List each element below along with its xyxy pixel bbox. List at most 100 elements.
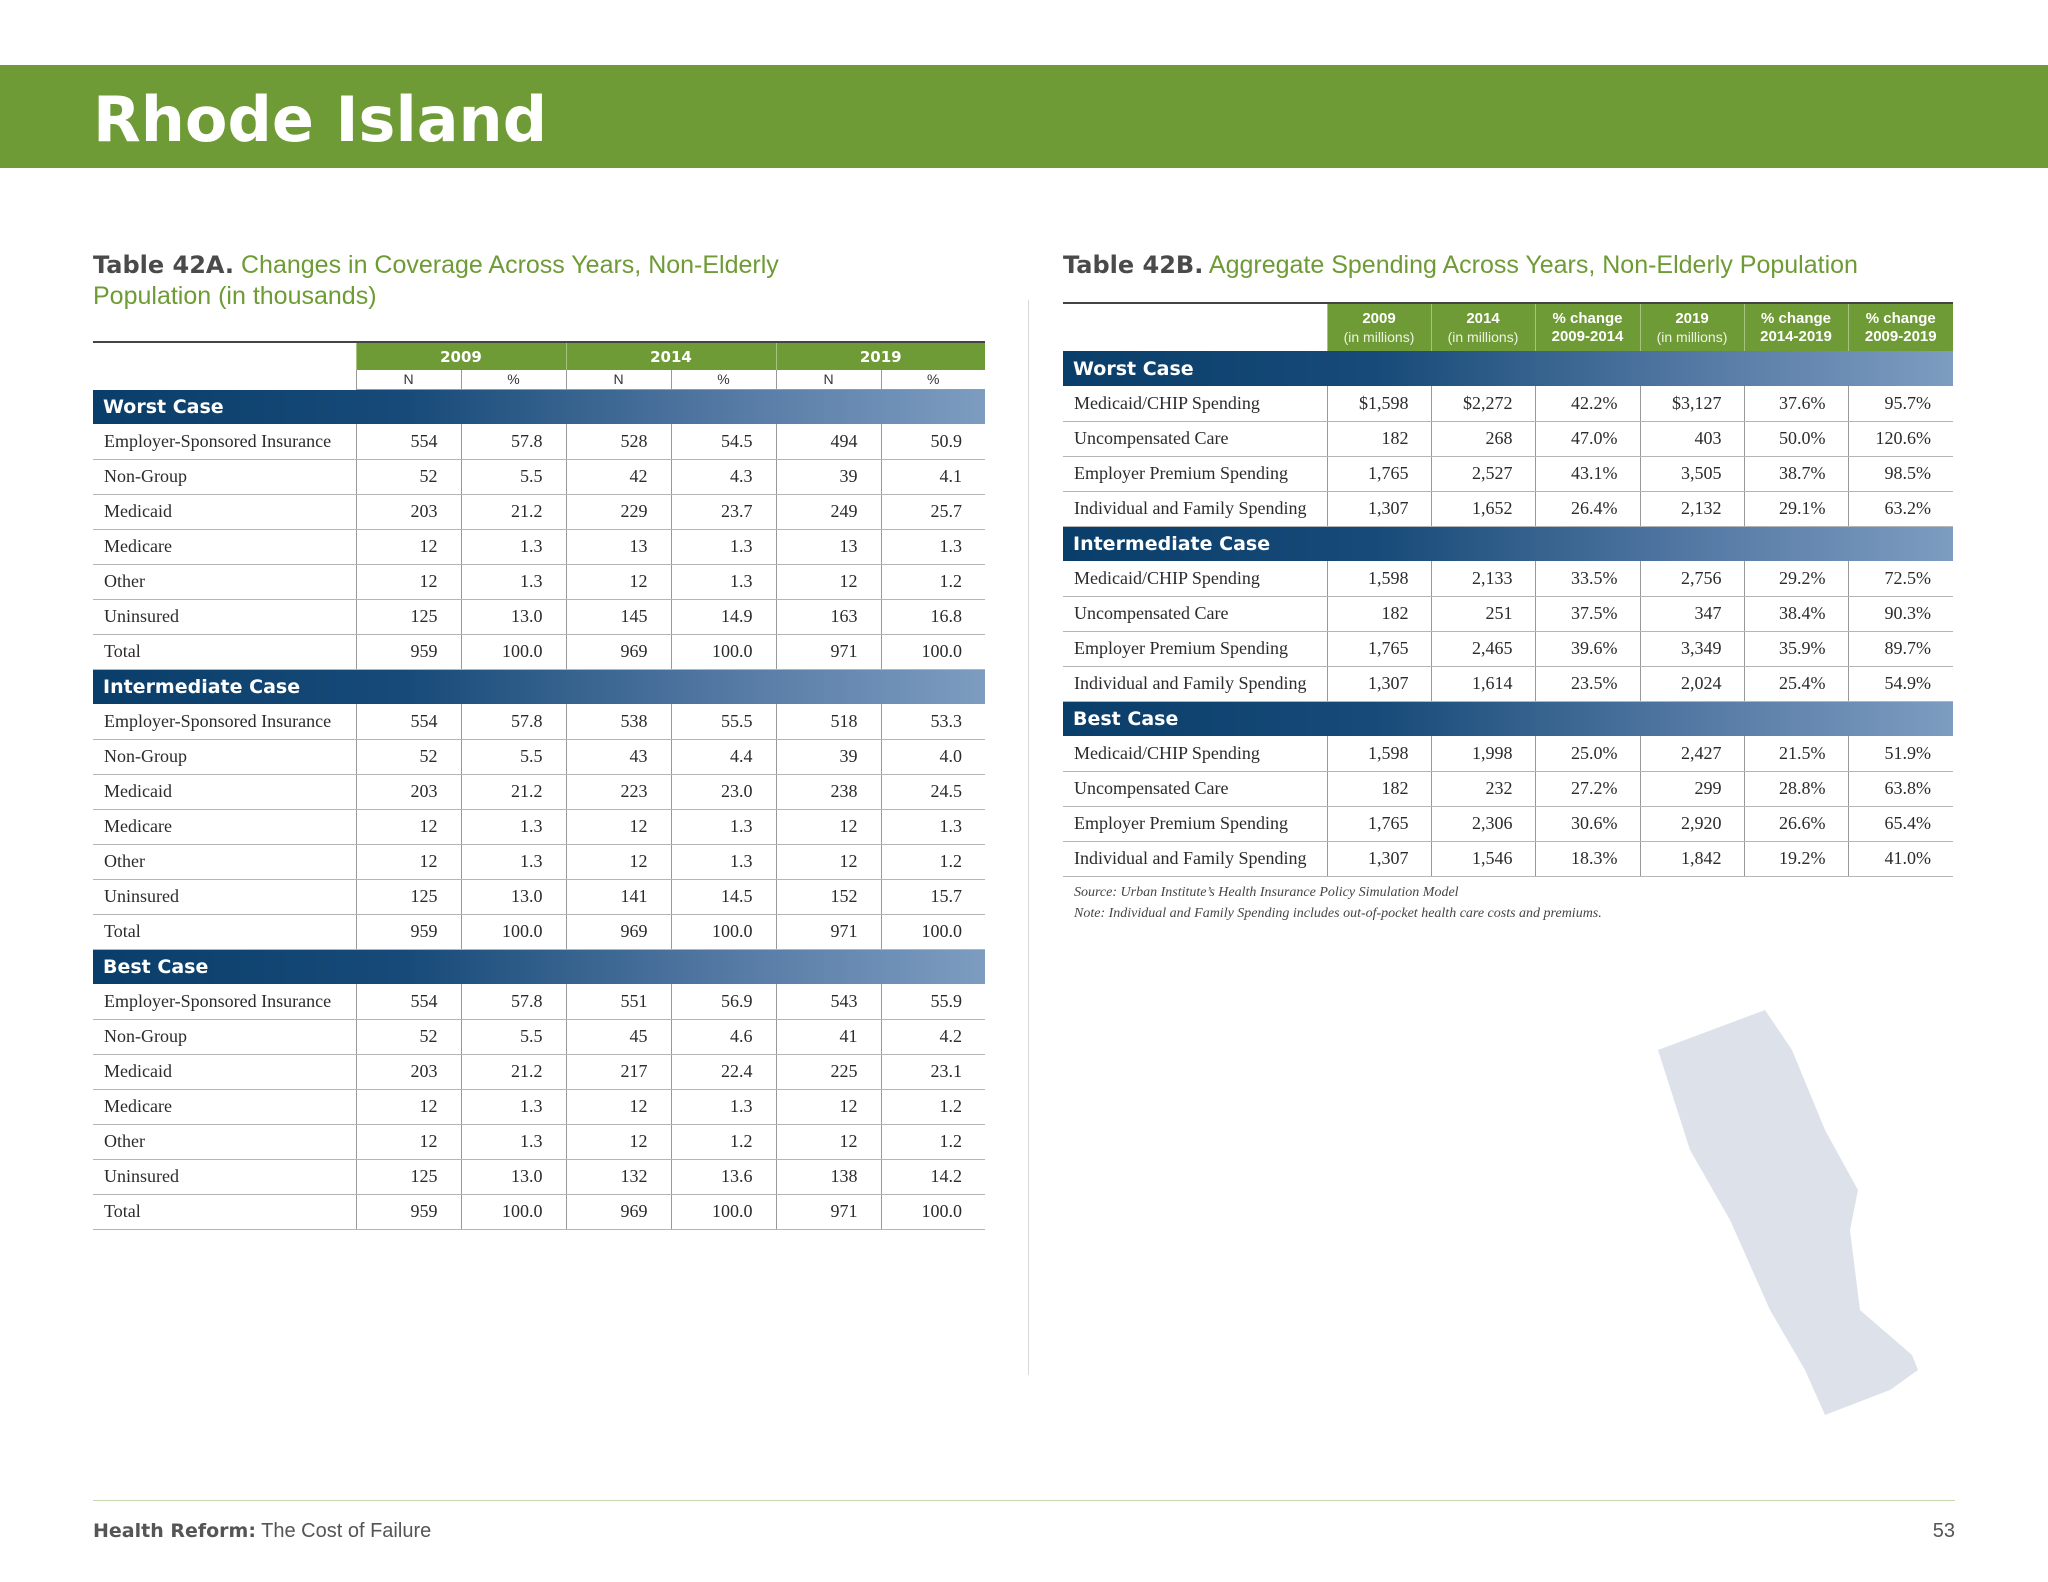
table-cell: 12 (565, 844, 671, 880)
row-label: Total (93, 914, 356, 950)
table-cell: 229 (565, 494, 671, 530)
table-cell: 1.3 (460, 564, 566, 600)
row-label: Uninsured (93, 599, 356, 635)
table-cell: 12 (355, 844, 461, 880)
table-cell: 13 (775, 529, 881, 565)
table-cell: 1,546 (1430, 841, 1535, 877)
table-cell: 494 (775, 424, 881, 460)
table-cell: 2,132 (1639, 491, 1744, 527)
table-cell: 57.8 (460, 424, 566, 460)
table-cell: 12 (775, 1089, 881, 1125)
subheader: % (460, 370, 566, 390)
table-cell: 163 (775, 599, 881, 635)
table-cell: 12 (565, 809, 671, 845)
table-cell: 55.9 (880, 984, 985, 1020)
table-cell: 42.2% (1534, 386, 1640, 422)
table-cell: 249 (775, 494, 881, 530)
table-cell: 1,652 (1430, 491, 1535, 527)
table-cell: 14.9 (670, 599, 776, 635)
table-cell: 12 (565, 1089, 671, 1125)
table-row: Employer-Sponsored Insurance 554 57.8 538 55… (93, 704, 985, 740)
table-cell: 203 (355, 774, 461, 810)
table-cell: 2,920 (1639, 806, 1744, 842)
column-header-top: % change (1552, 309, 1623, 327)
subheader-blank (93, 370, 356, 389)
table-cell: 12 (775, 1124, 881, 1160)
table-cell: 12 (775, 844, 881, 880)
table-cell: 969 (565, 634, 671, 670)
column-header: % change 2009-2019 (1847, 302, 1953, 351)
table-cell: 14.5 (670, 879, 776, 915)
table-row: Medicaid 203 21.2 217 22.4 225 23.1 (93, 1054, 985, 1090)
row-label: Individual and Family Spending (1063, 491, 1327, 527)
table-cell: 98.5% (1847, 456, 1953, 492)
table-notes: Source: Urban Institute’s Health Insuran… (1074, 882, 1602, 924)
table-cell: 2,465 (1430, 631, 1535, 667)
table-cell: 13 (565, 529, 671, 565)
coverage-table-body: Worst Case Employer-Sponsored Insurance 55… (93, 389, 985, 1230)
section-title: Intermediate Case (1063, 526, 1953, 561)
table-cell: 37.6% (1743, 386, 1848, 422)
row-label: Individual and Family Spending (1063, 666, 1327, 702)
table-cell: 403 (1639, 421, 1744, 457)
table-cell: 18.3% (1534, 841, 1640, 877)
row-label: Medicare (93, 529, 356, 565)
table-cell: 1.3 (460, 809, 566, 845)
column-header-bottom: (in millions) (1656, 328, 1728, 345)
table-row: Total 959 100.0 969 100.0 971 100.0 (93, 634, 985, 670)
table-cell: 37.5% (1534, 596, 1640, 632)
coverage-table: 2009 2014 2019 N % N % N % Worst Case Emp… (93, 341, 985, 1230)
table-cell: 1.3 (670, 844, 776, 880)
table-row: Uncompensated Care 182 232 27.2% 299 28.8% 63.… (1063, 771, 1953, 807)
table-cell: 4.0 (880, 739, 985, 775)
table-cell: 33.5% (1534, 561, 1640, 597)
table-cell: 100.0 (460, 634, 566, 670)
column-header-bottom: 2009-2019 (1864, 327, 1937, 345)
table-cell: 14.2 (880, 1159, 985, 1195)
row-label: Medicaid/CHIP Spending (1063, 386, 1327, 422)
table-cell: 21.2 (460, 774, 566, 810)
table-row: Non-Group 52 5.5 43 4.4 39 4.0 (93, 739, 985, 775)
table-cell: 2,527 (1430, 456, 1535, 492)
table-cell: 554 (355, 984, 461, 1020)
table-cell: 1,842 (1639, 841, 1744, 877)
table-cell: 1,598 (1326, 561, 1431, 597)
table-cell: 1,765 (1326, 456, 1431, 492)
table-cell: 23.7 (670, 494, 776, 530)
table-cell: 4.3 (670, 459, 776, 495)
row-label: Employer-Sponsored Insurance (93, 704, 356, 740)
table-cell: 3,505 (1639, 456, 1744, 492)
table-row: Employer Premium Spending 1,765 2,527 43.1%… (1063, 456, 1953, 492)
table-cell: 1.2 (670, 1124, 776, 1160)
table-cell: 13.0 (460, 599, 566, 635)
table-cell: 39 (775, 459, 881, 495)
table-cell: 41 (775, 1019, 881, 1055)
table-row: Other 12 1.3 12 1.2 12 1.2 (93, 1124, 985, 1160)
table-cell: 52 (355, 739, 461, 775)
title-banner: Rhode Island (0, 65, 2048, 168)
table-cell: 52 (355, 1019, 461, 1055)
row-label: Medicaid (93, 1054, 356, 1090)
section-header-row: Worst Case (93, 389, 985, 424)
table-cell: 969 (565, 1194, 671, 1230)
row-label: Total (93, 634, 356, 670)
table-cell: 100.0 (670, 914, 776, 950)
table-row: Medicaid/CHIP Spending 1,598 1,998 25.0% 2,4… (1063, 736, 1953, 772)
row-label: Medicaid/CHIP Spending (1063, 561, 1327, 597)
table-cell: 1.3 (670, 564, 776, 600)
table-cell: 26.4% (1534, 491, 1640, 527)
table-cell: 223 (565, 774, 671, 810)
table-cell: 24.5 (880, 774, 985, 810)
column-header-top: 2014 (1466, 309, 1500, 327)
table-cell: 1,307 (1326, 841, 1431, 877)
table-row: Individual and Family Spending 1,307 1,614… (1063, 666, 1953, 702)
table-cell: 969 (565, 914, 671, 950)
table-row: Employer Premium Spending 1,765 2,465 39.6%… (1063, 631, 1953, 667)
table-cell: 90.3% (1847, 596, 1953, 632)
table-cell: 12 (355, 1124, 461, 1160)
table-row: Total 959 100.0 969 100.0 971 100.0 (93, 914, 985, 950)
row-label: Employer Premium Spending (1063, 806, 1327, 842)
table-cell: 28.8% (1743, 771, 1848, 807)
table-cell: 51.9% (1847, 736, 1953, 772)
table-cell: 1,765 (1326, 806, 1431, 842)
